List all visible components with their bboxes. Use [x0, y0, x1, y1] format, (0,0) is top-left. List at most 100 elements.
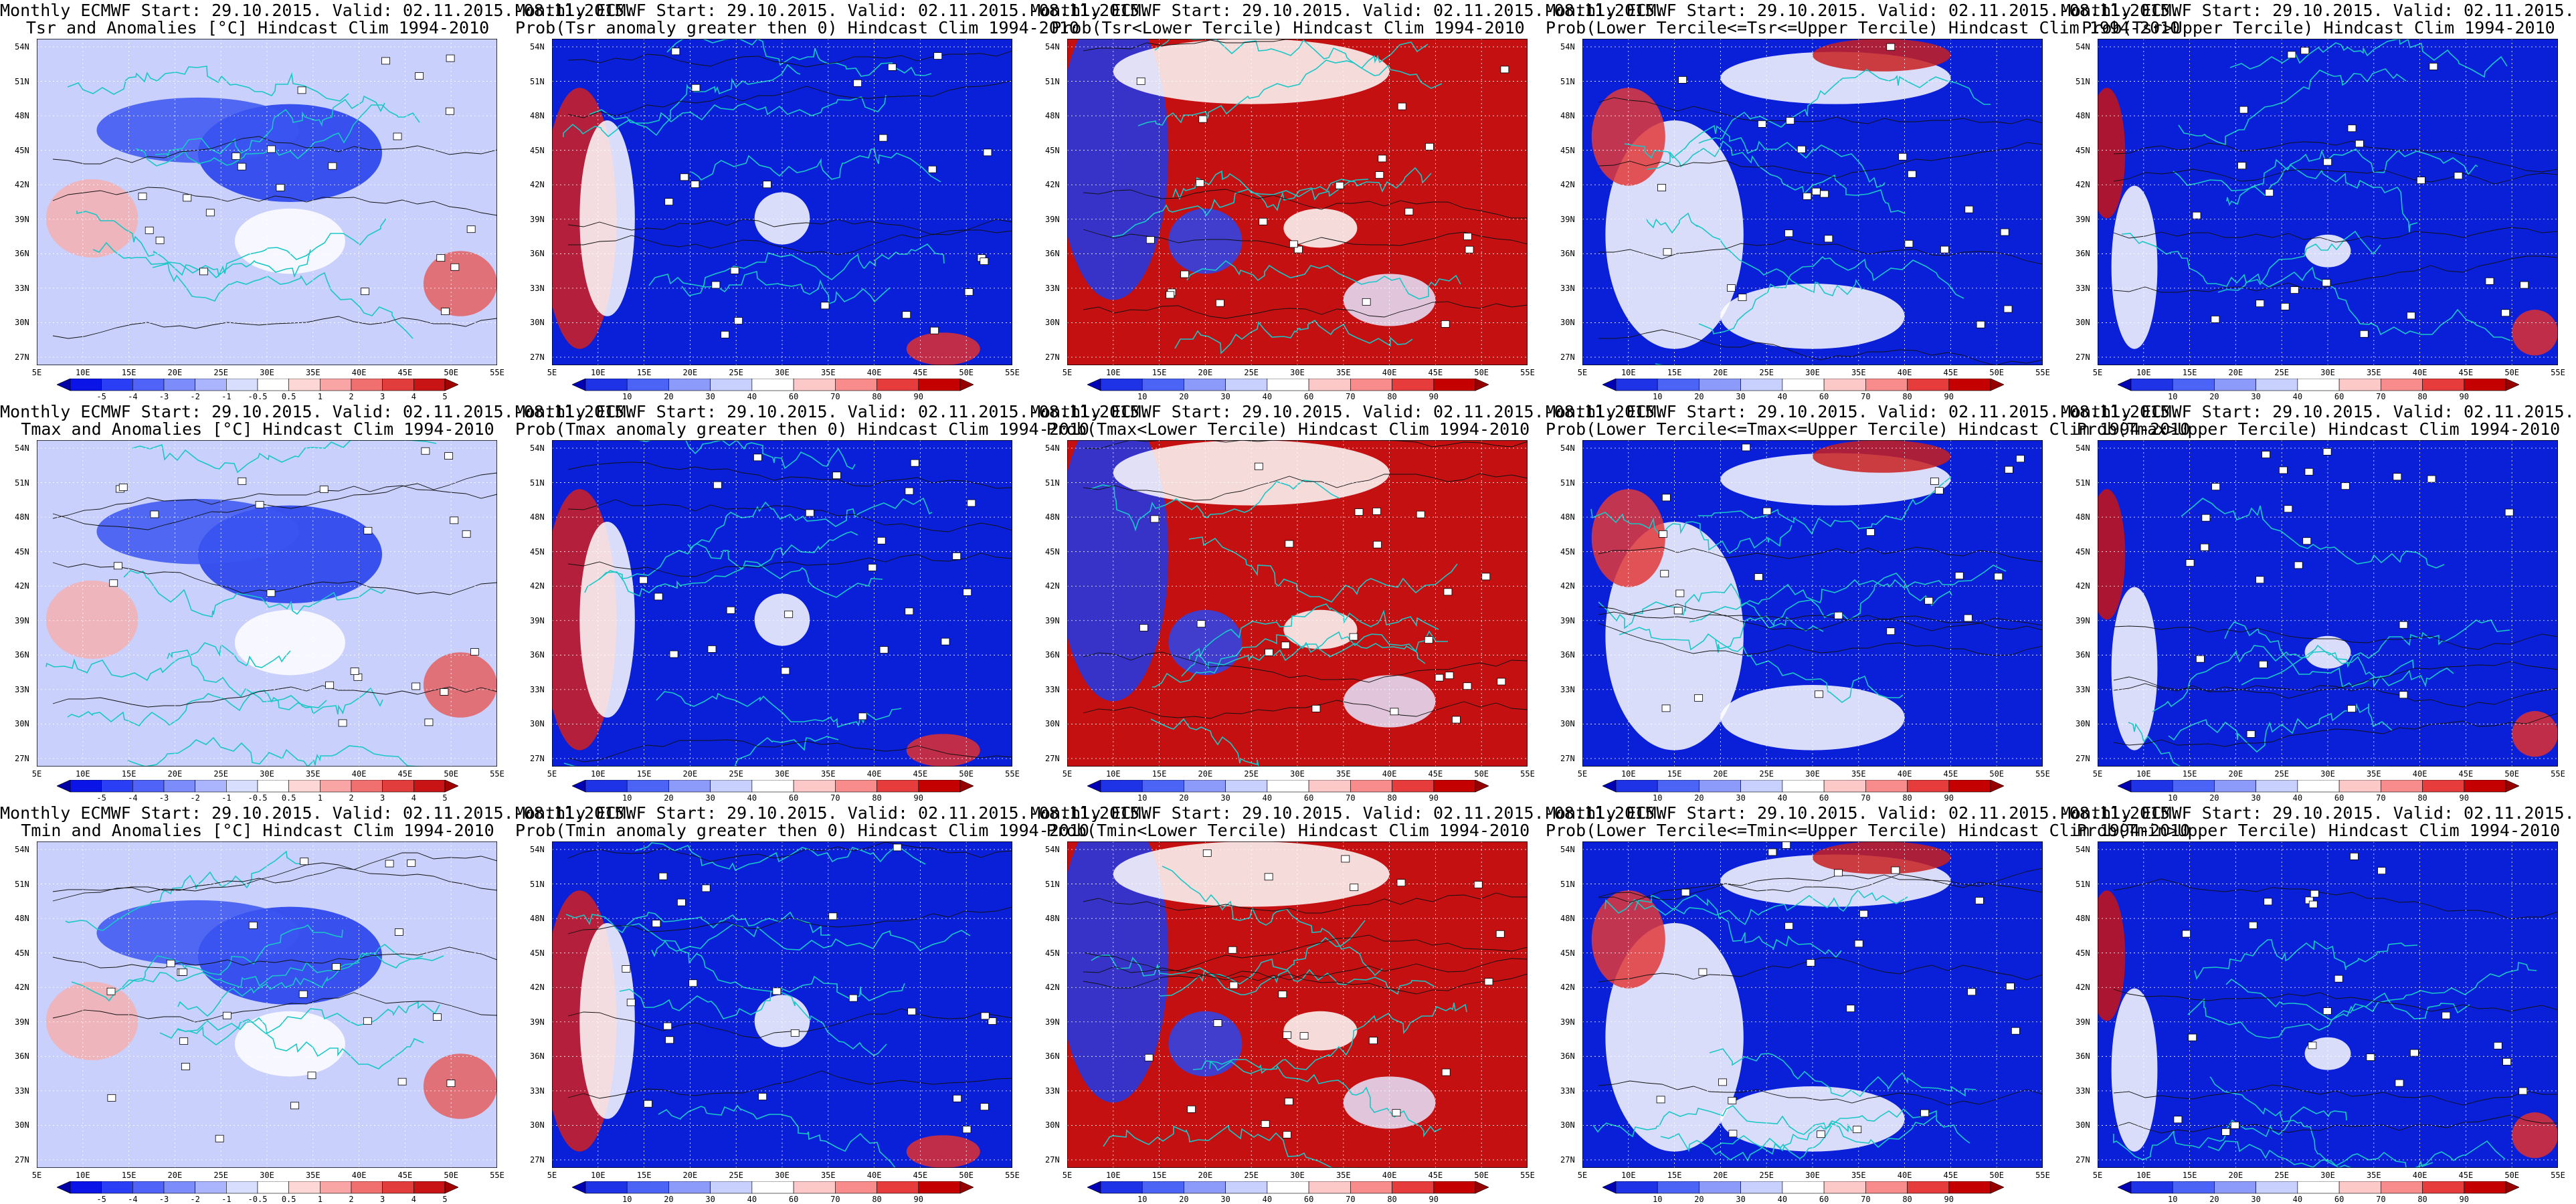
colorbar-tick-label: 90 [913, 1195, 923, 1204]
lat-tick-label: 51N [530, 478, 545, 488]
station-marker [772, 987, 781, 995]
lon-tick-label: 25E [1244, 769, 1259, 779]
colorbar-segment [1699, 780, 1741, 793]
colorbar-segment [2130, 780, 2173, 793]
colorbar-segment [1907, 379, 1950, 391]
station-marker [1718, 1078, 1727, 1086]
colorbar-segment [257, 379, 289, 391]
lon-tick-label: 30E [775, 1171, 790, 1180]
field-region [234, 208, 345, 274]
contour-line [1598, 97, 2043, 124]
station-marker [953, 1094, 962, 1102]
colorbar-max-arrow [959, 1181, 974, 1194]
lon-tick-label: 10E [2136, 368, 2151, 377]
field-region [45, 580, 139, 659]
contour-line [2113, 625, 2558, 650]
colorbar-tick-label: 10 [2167, 793, 2178, 803]
lon-tick-label: 45E [397, 769, 413, 779]
station-marker [450, 516, 459, 524]
station-marker [2280, 303, 2290, 310]
lon-tick-label: 30E [1805, 368, 1820, 377]
station-marker [1853, 1126, 1862, 1133]
coastline [1091, 920, 1366, 985]
colorbar-tick-label: 30 [705, 793, 715, 803]
panel-title-line2: Prob(Tsr<Lower Tercile) Hindcast Clim 19… [1051, 18, 1525, 37]
colorbar-segment [351, 379, 383, 391]
colorbar-segment [101, 780, 133, 793]
lon-tick-label: 30E [1290, 368, 1305, 377]
lon-tick-label: 40E [2412, 1171, 2427, 1180]
station-marker [107, 1094, 116, 1102]
colorbar-tick-label: 80 [1902, 392, 1912, 401]
lon-tick-label: 40E [2412, 368, 2427, 377]
lon-tick-label: 5E [1577, 769, 1588, 779]
colorbar-tick-label: 80 [2417, 1195, 2427, 1204]
station-marker [1768, 848, 1777, 856]
station-marker [2264, 898, 2273, 906]
station-marker [1797, 145, 1806, 153]
panel-title-line2: Prob(Tsr anomaly greater then 0) Hindcas… [515, 18, 1079, 37]
station-marker [784, 610, 794, 618]
station-marker [2290, 286, 2299, 294]
station-marker [1416, 510, 1425, 518]
panel-title-line1: Monthly ECMWF Start: 29.10.2015. Valid: … [0, 402, 635, 421]
station-marker [248, 922, 258, 929]
lat-tick-label: 39N [15, 615, 29, 625]
colorbar-tick-label: 70 [2376, 1195, 2386, 1204]
contour-line [2113, 878, 2558, 920]
colorbar-segment [382, 379, 414, 391]
colorbar-segment [1740, 780, 1783, 793]
lat-tick-label: 36N [530, 1051, 545, 1062]
lon-tick-label: 20E [682, 1171, 698, 1180]
station-marker [907, 1007, 917, 1015]
station-marker [1144, 1054, 1154, 1062]
colorbar-segment [1141, 780, 1184, 793]
station-marker [721, 330, 729, 338]
colorbar-tick-label: 40 [2292, 392, 2303, 401]
lat-tick-label: 48N [15, 914, 29, 924]
lat-tick-label: 42N [530, 983, 545, 993]
lat-tick-label: 33N [1045, 283, 1060, 293]
field-region [1067, 440, 1169, 702]
colorbar-segment [2130, 379, 2173, 391]
colorbar-segment [1350, 379, 1392, 391]
colorbar-tick-label: 20 [664, 793, 674, 803]
lon-tick-label: 30E [260, 1171, 274, 1180]
colorbar-segment [163, 1181, 195, 1194]
station-marker [325, 681, 335, 689]
panel-title-line1: Monthly ECMWF Start: 29.10.2015. Valid: … [2061, 402, 2576, 421]
station-marker [2278, 466, 2288, 474]
lon-tick-label: 20E [2228, 368, 2243, 377]
station-marker [2355, 140, 2364, 148]
contour-line [1083, 473, 1528, 501]
colorbar-tick-label: 10 [1652, 1195, 1663, 1204]
lon-tick-label: 30E [1805, 769, 1820, 779]
lat-tick-label: 51N [530, 76, 545, 86]
lon-tick-label: 55E [1520, 368, 1535, 377]
forecast-map [37, 39, 497, 365]
panel-title-line2: Prob(Tmin>Upper Tercile) Hindcast Clim 1… [2076, 821, 2561, 840]
contour-line [2113, 676, 2558, 708]
map-panel-tmin-prob-pos: Monthly ECMWF Start: 29.10.2015. Valid: … [515, 803, 1149, 1204]
coastline [1660, 1115, 1936, 1162]
station-marker [1834, 611, 1843, 619]
lon-tick-label: 30E [2320, 368, 2335, 377]
contour-line [52, 316, 497, 339]
lat-tick-label: 42N [1560, 581, 1575, 591]
colorbar-tick-label: 80 [1387, 793, 1397, 803]
lat-tick-label: 36N [1560, 249, 1575, 259]
station-marker [1196, 620, 1206, 627]
colorbar-segment [2256, 379, 2298, 391]
lon-tick-label: 45E [1428, 769, 1443, 779]
lon-tick-label: 20E [682, 769, 698, 779]
lat-tick-label: 42N [1045, 983, 1060, 993]
colorbar-max-arrow [1475, 1181, 1489, 1194]
coastline [1174, 319, 1413, 355]
colorbar-segment [877, 379, 919, 391]
lon-tick-label: 40E [1897, 368, 1912, 377]
lon-tick-label: 40E [866, 368, 882, 377]
lat-tick-label: 48N [530, 914, 545, 924]
colorbar-segment [1699, 379, 1741, 391]
coastline [2178, 68, 2407, 146]
lon-tick-label: 30E [2320, 1171, 2335, 1180]
